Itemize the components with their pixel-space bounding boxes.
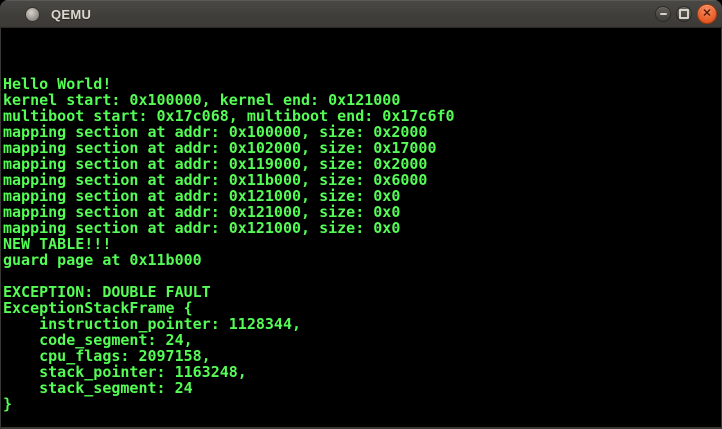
- minimize-icon: [659, 13, 667, 15]
- maximize-icon: [679, 9, 689, 19]
- maximize-button[interactable]: [676, 6, 692, 22]
- window-controls: ✕: [655, 0, 717, 28]
- minimize-button[interactable]: [655, 6, 671, 22]
- titlebar[interactable]: QEMU ✕: [0, 0, 722, 28]
- close-button[interactable]: ✕: [697, 4, 717, 24]
- window-title: QEMU: [51, 6, 92, 22]
- qemu-app-icon: [26, 7, 39, 21]
- terminal-output: Hello World! kernel start: 0x100000, ker…: [3, 75, 455, 413]
- close-icon: ✕: [702, 7, 712, 19]
- terminal-screen[interactable]: Hello World! kernel start: 0x100000, ker…: [0, 28, 722, 429]
